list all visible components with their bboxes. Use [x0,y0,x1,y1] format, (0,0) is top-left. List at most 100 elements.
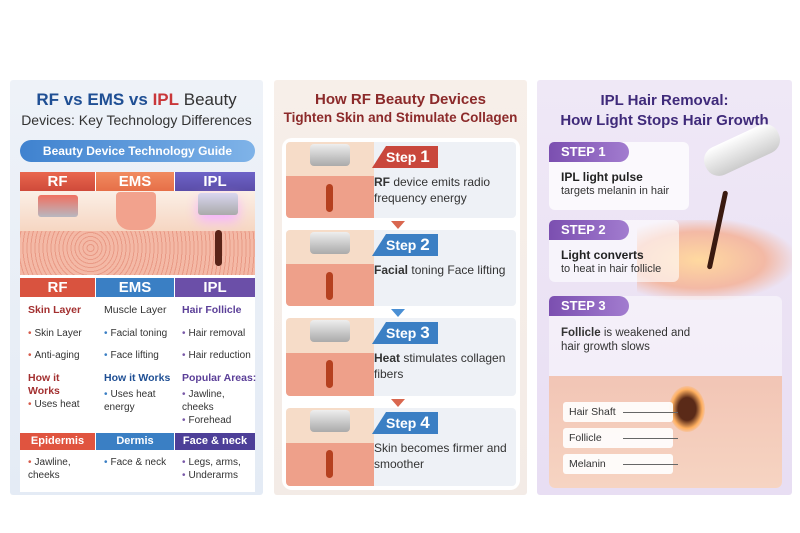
step-badge: Step 2 [372,234,438,256]
step-3-heading: Follicle [561,327,601,339]
ipl-column: Hair Follicle Hair removal Hair reductio… [182,304,256,427]
hair-follicle-icon [215,230,222,266]
header-rf: RF [20,172,95,191]
title-vs: vs [124,90,153,109]
rf-column: Skin Layer Skin Layer Anti-aging How it … [28,304,94,411]
label-hair-shaft: Hair Shaft [563,402,678,422]
title-line2: Tighten Skin and Stimulate Collagen [283,110,518,125]
skin-illustration [286,408,374,486]
section-label: How it Works [104,372,171,384]
follicle-icon [669,386,705,432]
step-3-box: STEP 3 Follicle is weakened and hair gro… [549,296,782,488]
rf-device-icon [310,410,350,432]
bullet: Uses heat energy [104,388,164,414]
panel-title: IPL Hair Removal: How Light Stops Hair G… [537,92,792,129]
layer-label: Skin Layer [28,304,82,316]
step-text: RF device emits radio frequency energy [374,175,491,205]
follicle-icon [326,450,333,478]
ems-column: Muscle Layer Facial toning Face lifting … [104,304,174,414]
step-2-box: STEP 2 Light converts to heat in hair fo… [549,220,679,282]
step-badge: Step 3 [372,322,438,344]
step-2-text: to heat in hair follicle [561,263,662,275]
footer-ipl: Face & neck [175,433,255,450]
title-line2: How Light Stops Hair Growth [560,112,769,129]
bullet: Jawline, cheeks [28,456,90,482]
follicle-icon [326,184,333,212]
header-ems-2: EMS [96,278,174,297]
bullet: Jawline, cheeks [182,388,256,414]
step-badge: Step 1 [372,146,438,168]
title-line2: Devices: Key Technology Differences [21,112,252,128]
ems-footer-bullets: Face & neck [104,456,174,469]
bullet: Face & neck [104,456,174,469]
step-2-label: STEP 2 [549,220,629,240]
rf-steps-panel: How RF Beauty Devices Tighten Skin and S… [274,80,527,495]
rf-device-icon [310,232,350,254]
step-3-text: Follicle is weakened and hair growth slo… [561,326,696,354]
bullet: Skin Layer [28,327,94,340]
label-follicle: Follicle [563,428,678,448]
section-label: How it Works [28,372,60,397]
step-3-label: STEP 3 [549,296,629,316]
rf-device-icon [38,195,78,217]
guide-banner: Beauty Device Technology Guide [20,140,255,162]
ipl-hair-removal-panel: IPL Hair Removal: How Light Stops Hair G… [537,80,792,495]
layer-label: Muscle Layer [104,304,167,316]
follicle-icon [326,272,333,300]
ipl-footer-bullets: Legs, arms,Underarms [182,456,256,482]
bullet: Facial toning [104,327,174,340]
title-rf: RF [36,90,59,109]
arrow-down-icon [391,399,405,407]
bullet: Face lifting [104,349,174,362]
bullet: Forehead [182,414,256,427]
arrow-down-icon [391,221,405,229]
title-line1: IPL Hair Removal: [600,92,729,109]
title-line1: How RF Beauty Devices [315,91,486,108]
footer-ems: Dermis [96,433,174,450]
ipl-device-icon [198,193,238,215]
bullet: Underarms [182,469,256,482]
bullet: Anti-aging [28,349,94,362]
panel-title: RF vs EMS vs IPL Beauty Devices: Key Tec… [10,90,263,128]
panel-title: How RF Beauty Devices Tighten Skin and S… [274,91,527,125]
label-text: Follicle [569,432,602,444]
step-text: Skin becomes firmer and smoother [374,441,507,471]
step-badge: Step 4 [372,412,438,434]
step-4-card: Step 4 Skin becomes firmer and smoother [286,408,516,486]
label-text: Hair Shaft [569,406,616,418]
section-label: Popular Areas: [182,372,257,384]
rf-ems-ipl-comparison-panel: RF vs EMS vs IPL Beauty Devices: Key Tec… [10,80,263,495]
layer-label: Hair Follicle [182,304,242,316]
bullet: Hair reduction [182,349,256,362]
bullet: Legs, arms, [182,456,256,469]
step-1-text: targets melanin in hair [561,185,670,197]
step-1-label: STEP 1 [549,142,629,162]
header-rf-2: RF [20,278,95,297]
title-vs: vs [59,90,88,109]
title-ems: EMS [87,90,125,109]
bullet: Hair removal [182,327,256,340]
skin-illustration [286,318,374,396]
rf-device-icon [310,144,350,166]
step-2-card: Step 2 Facial toning Face lifting [286,230,516,306]
header-ems: EMS [96,172,174,191]
rf-footer-bullets: Jawline, cheeks [28,456,90,482]
header-ipl-2: IPL [175,278,255,297]
rf-device-icon [310,320,350,342]
step-1-heading: IPL light pulse [561,170,643,184]
title-ipl: IPL [152,90,180,109]
follicle-icon [326,360,333,388]
step-1-box: STEP 1 IPL light pulse targets melanin i… [549,142,689,210]
footer-rf: Epidermis [20,433,95,450]
arrow-down-icon [391,309,405,317]
title-rest: Beauty [179,90,237,109]
skin-illustration [286,230,374,306]
step-2-heading: Light converts [561,248,644,262]
step-text: Heat stimulates collagen fibers [374,351,506,381]
step-1-card: Step 1 RF device emits radio frequency e… [286,142,516,218]
bullet: Uses heat [28,398,94,411]
step-3-card: Step 3 Heat stimulates collagen fibers [286,318,516,396]
step-text: Facial toning Face lifting [374,263,506,277]
ems-muscle-icon [116,192,156,230]
skin-illustration [286,142,374,218]
